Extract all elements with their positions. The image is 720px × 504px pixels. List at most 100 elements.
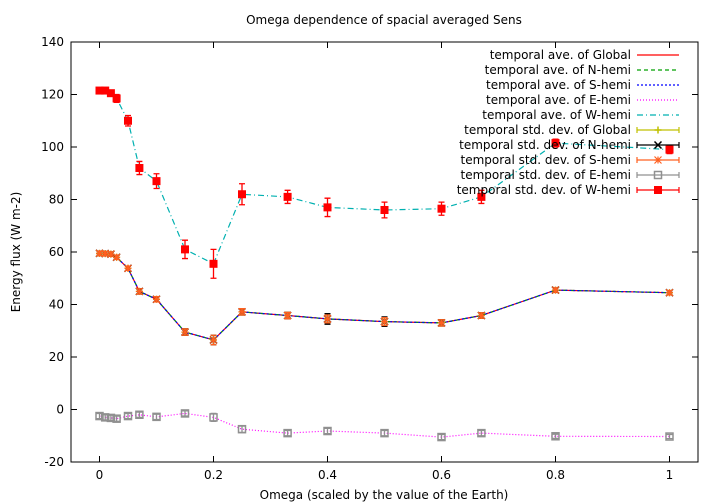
y-tick-label: 40 — [49, 298, 64, 312]
data-point — [283, 311, 292, 320]
y-tick-label: 120 — [41, 88, 64, 102]
error-bar — [182, 410, 188, 417]
data-point — [437, 432, 446, 442]
data-point — [551, 139, 560, 148]
data-point — [180, 409, 190, 418]
error-bar — [552, 433, 559, 440]
legend-marker — [654, 156, 662, 164]
y-tick-label: 20 — [49, 350, 64, 364]
data-point — [106, 89, 115, 98]
chart-title: Omega dependence of spacial averaged Sen… — [246, 13, 522, 27]
data-point — [209, 259, 218, 268]
legend-swatch — [636, 172, 680, 178]
legend-label: temporal ave. of E-hemi — [486, 93, 631, 107]
data-point — [477, 192, 486, 201]
data-point — [551, 432, 560, 441]
data-point — [551, 286, 560, 294]
legend-label: temporal ave. of W-hemi — [482, 108, 631, 122]
y-tick-label: 140 — [41, 35, 64, 49]
data-point — [238, 307, 246, 316]
x-tick-label: 0.2 — [204, 468, 223, 482]
error-bar — [324, 427, 331, 435]
series-line — [99, 252, 670, 341]
data-point — [665, 145, 674, 154]
legend-label: temporal std. dev. of W-hemi — [457, 183, 631, 197]
legend-marker — [653, 140, 663, 150]
data-point — [380, 428, 389, 438]
x-tick-label: 0.8 — [546, 468, 565, 482]
y-tick-label: 80 — [49, 193, 64, 207]
data-point — [477, 428, 486, 438]
data-point — [323, 203, 332, 212]
error-bar — [125, 412, 131, 420]
data-point — [95, 411, 104, 421]
legend-label: temporal std. dev. of E-hemi — [461, 168, 631, 182]
legend-label: temporal std. dev. of S-hemi — [460, 153, 631, 167]
data-point — [124, 264, 132, 273]
data-point — [112, 414, 121, 423]
data-point — [665, 432, 674, 441]
legend-label: temporal std. dev. of Global — [464, 123, 631, 137]
series-9 — [95, 86, 674, 279]
error-bar — [136, 411, 143, 419]
x-tick-label: 1 — [666, 468, 674, 482]
data-point — [95, 249, 104, 258]
data-point — [135, 410, 144, 419]
legend-label: temporal ave. of N-hemi — [485, 63, 631, 77]
error-bar — [284, 429, 291, 437]
data-point — [135, 164, 144, 172]
data-point — [437, 318, 446, 327]
legend-label: temporal ave. of S-hemi — [486, 78, 631, 92]
legend-marker — [653, 170, 663, 180]
data-point — [135, 287, 144, 296]
data-point — [101, 249, 110, 258]
x-axis-label: Omega (scaled by the value of the Earth) — [260, 488, 509, 502]
series-2 — [99, 252, 670, 341]
data-point — [283, 192, 292, 201]
data-point — [181, 245, 189, 254]
data-point — [112, 94, 121, 103]
y-tick-label: -20 — [44, 455, 64, 469]
legend-marker — [654, 126, 662, 134]
x-tick-label: 0.4 — [318, 468, 337, 482]
y-tick-label: 60 — [49, 245, 64, 259]
error-bar — [666, 433, 673, 440]
data-point — [237, 424, 247, 434]
error-bar — [381, 429, 388, 437]
error-bar — [478, 429, 485, 437]
series-7 — [95, 249, 674, 346]
data-point — [323, 315, 332, 323]
data-point — [209, 336, 218, 344]
x-tick-label: 0.6 — [432, 468, 451, 482]
data-point — [152, 177, 161, 186]
legend-marker — [654, 186, 662, 194]
data-point — [106, 250, 115, 259]
legend-label: temporal ave. of Global — [490, 48, 631, 62]
data-point — [152, 412, 161, 422]
data-point — [477, 311, 486, 320]
data-point — [181, 328, 189, 336]
data-point — [100, 413, 110, 422]
data-point — [238, 190, 246, 199]
data-point — [665, 288, 674, 297]
error-bar — [153, 413, 160, 421]
y-axis-label: Energy flux (W m-2) — [9, 192, 23, 313]
y-tick-label: 100 — [41, 140, 64, 154]
series-layer — [95, 86, 674, 442]
legend-label: temporal std. dev. of N-hemi — [459, 138, 631, 152]
x-tick-label: 0 — [96, 468, 104, 482]
data-point — [380, 206, 389, 214]
series-8 — [95, 409, 674, 442]
data-point — [106, 413, 116, 423]
data-point — [283, 428, 292, 438]
data-point — [123, 411, 133, 421]
data-point — [112, 253, 121, 262]
error-bar — [438, 433, 445, 441]
data-point — [437, 204, 446, 213]
data-point — [380, 317, 389, 326]
data-point — [323, 426, 332, 436]
data-point — [209, 413, 218, 422]
